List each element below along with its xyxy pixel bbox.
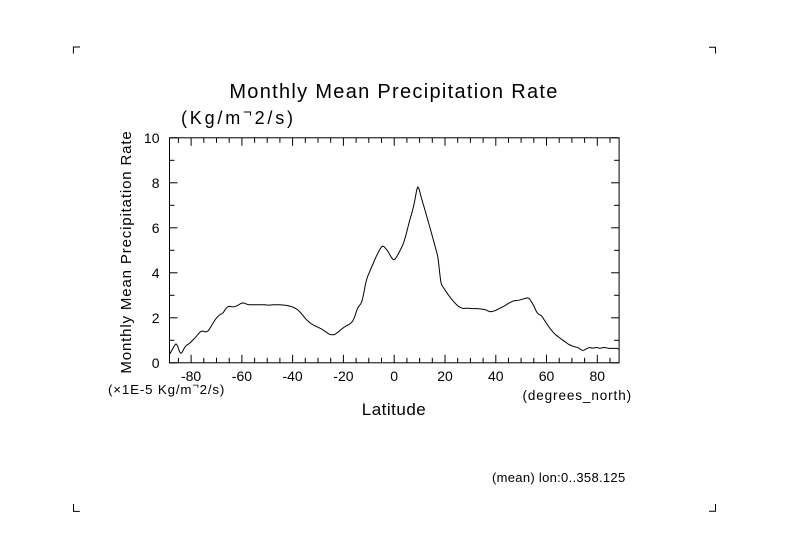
svg-text:0: 0 (390, 368, 398, 384)
svg-text:Latitude: Latitude (362, 400, 427, 419)
svg-text:Monthly Mean Precipitation Rat: Monthly Mean Precipitation Rate (229, 81, 558, 103)
svg-text:(mean) lon:0..358.125: (mean) lon:0..358.125 (492, 470, 626, 485)
svg-text:10: 10 (144, 130, 160, 146)
svg-text:60: 60 (539, 368, 555, 384)
svg-text:0: 0 (152, 355, 160, 371)
svg-text:20: 20 (437, 368, 453, 384)
svg-text:4: 4 (152, 265, 160, 281)
svg-text:-20: -20 (333, 368, 353, 384)
svg-text:6: 6 (152, 220, 160, 236)
svg-text:8: 8 (152, 175, 160, 191)
svg-text:(×1E-5 Kg/m¬2/s): (×1E-5 Kg/m¬2/s) (108, 380, 225, 397)
svg-text:(degrees_north): (degrees_north) (522, 388, 632, 403)
svg-text:-40: -40 (282, 368, 302, 384)
svg-text:(Kg/m¬2/s): (Kg/m¬2/s) (181, 104, 296, 128)
svg-text:-60: -60 (232, 368, 252, 384)
svg-text:Monthly Mean Precipitation Rat: Monthly Mean Precipitation Rate (118, 130, 135, 373)
svg-text:80: 80 (590, 368, 606, 384)
svg-text:40: 40 (488, 368, 504, 384)
svg-text:2: 2 (152, 310, 160, 326)
